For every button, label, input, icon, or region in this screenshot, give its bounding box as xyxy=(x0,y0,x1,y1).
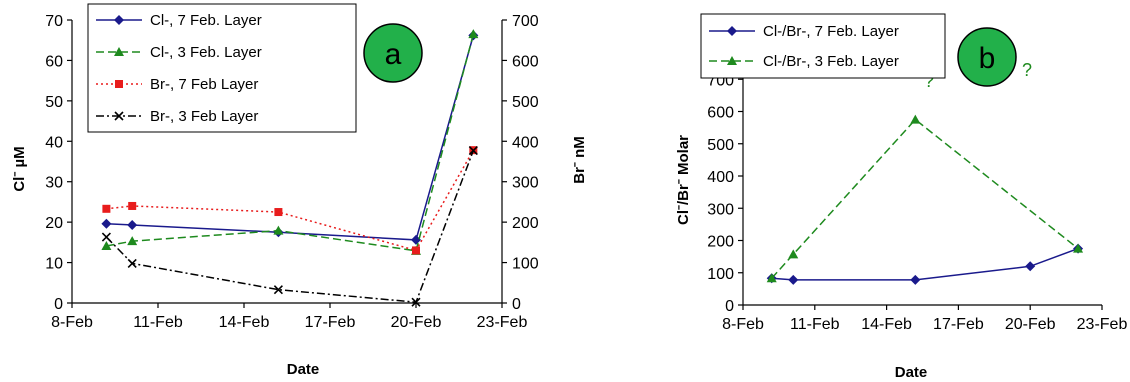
panel-b-legend: Cl-/Br-, 7 Feb. Layer Cl-/Br-, 3 Feb. Lay… xyxy=(700,13,946,79)
panel-a-legend-box xyxy=(87,3,357,133)
legend-entry-label: Cl-, 7 Feb. Layer xyxy=(150,12,262,29)
legend-entry-label: Cl-, 3 Feb. Layer xyxy=(150,44,262,61)
legend-entry-label: Br-, 3 Feb Layer xyxy=(150,108,258,125)
y-tick-label: 400 xyxy=(707,169,734,186)
y-tick-label: 30 xyxy=(45,175,63,192)
panel-a-badge-label: a xyxy=(385,38,402,71)
data-point-series-1 xyxy=(101,218,112,229)
y2-tick-label: 0 xyxy=(512,296,521,313)
y-tick-label: 500 xyxy=(707,137,734,154)
data-point-series-2 xyxy=(273,225,284,235)
series-line-2 xyxy=(771,118,1079,279)
legend-swatch-marker xyxy=(115,80,123,88)
legend-swatch-marker xyxy=(727,26,737,36)
data-point-series-1 xyxy=(910,274,921,285)
y2-tick-label: 400 xyxy=(512,134,539,151)
panel-b-annotation-question-2: ? xyxy=(1022,60,1032,80)
legend-swatch-marker xyxy=(114,47,124,56)
y-tick-label: 20 xyxy=(45,215,63,232)
data-point-series-4 xyxy=(101,232,111,242)
y-tick-label: 70 xyxy=(45,13,63,30)
y-tick-label: 0 xyxy=(725,298,734,315)
x-tick-label: 14-Feb xyxy=(219,314,270,331)
y-tick-label: 100 xyxy=(707,266,734,283)
x-tick-label: 14-Feb xyxy=(861,316,912,333)
panel-b-annotation-question-1: ? xyxy=(924,71,934,91)
x-tick-label: 11-Feb xyxy=(133,314,183,331)
y2-tick-label: 100 xyxy=(512,256,539,273)
data-point-series-1 xyxy=(1025,261,1036,272)
x-tick-label: 23-Feb xyxy=(477,314,528,331)
panel-a-marks xyxy=(101,29,479,307)
panel-a-ticks: 8-Feb 11-Feb 14-Feb 17-Feb 20-Feb 23-Feb01020… xyxy=(45,13,539,331)
panel-b-ticks: 8-Feb 11-Feb 14-Feb 17-Feb 20-Feb 23-Feb 0 100 2… xyxy=(707,40,1127,333)
legend-entry-label: Cl-/Br-, 7 Feb. Layer xyxy=(763,23,899,40)
panel-a-left-axis-title: Clˉ µM xyxy=(11,146,28,191)
data-point-series-2 xyxy=(766,273,777,283)
panel-b-legend-box xyxy=(700,13,946,79)
data-point-series-1 xyxy=(127,219,138,230)
data-point-series-1 xyxy=(411,234,421,245)
data-point-series-4 xyxy=(127,258,137,268)
x-tick-label: 17-Feb xyxy=(933,316,984,333)
y2-tick-label: 300 xyxy=(512,175,539,192)
data-point-series-3 xyxy=(102,204,111,213)
legend-entry-label: Cl-/Br-, 3 Feb. Layer xyxy=(763,53,899,70)
legend-entry-label: Br-, 7 Feb Layer xyxy=(150,76,258,93)
data-point-series-4 xyxy=(273,285,283,295)
panel-b-marks xyxy=(766,114,1084,285)
panel-b-badge-label: b xyxy=(979,42,996,75)
panel-b-x-axis-title: Date xyxy=(895,364,928,381)
y-tick-label: 0 xyxy=(54,296,63,313)
panel-a-badge: a xyxy=(363,23,423,83)
y-tick-label: 300 xyxy=(707,201,734,218)
data-point-series-2 xyxy=(910,114,921,124)
y2-tick-label: 700 xyxy=(512,13,539,30)
y-tick-label: 200 xyxy=(707,234,734,251)
panel-a-x-axis-title: Date xyxy=(287,361,320,378)
panel-a-badge-circle xyxy=(363,23,423,83)
data-point-series-2 xyxy=(127,236,138,246)
series-line-3 xyxy=(106,149,474,252)
y-tick-label: 60 xyxy=(45,53,63,70)
panel-b-badge: b xyxy=(957,27,1017,87)
y2-tick-label: 600 xyxy=(512,53,539,70)
data-point-series-2 xyxy=(788,249,799,259)
legend-swatch-marker xyxy=(727,56,737,65)
data-point-series-4 xyxy=(468,146,478,156)
y-tick-label: 40 xyxy=(45,134,63,151)
data-point-series-3 xyxy=(412,246,420,255)
x-tick-label: 17-Feb xyxy=(305,314,356,331)
data-point-series-3 xyxy=(128,201,137,210)
chart-panel-a: 8-Feb 11-Feb 14-Feb 17-Feb 20-Feb 23-Feb01020… xyxy=(11,3,588,378)
x-tick-label: 11-Feb xyxy=(790,316,840,333)
x-tick-label: 8-Feb xyxy=(722,316,764,333)
panel-b-y-axis-title: Clˉ/Brˉ Molar xyxy=(675,135,692,225)
y2-tick-label: 200 xyxy=(512,215,539,232)
y2-tick-label: 500 xyxy=(512,94,539,111)
y-tick-label: 50 xyxy=(45,94,63,111)
data-point-series-4 xyxy=(411,297,421,307)
data-point-series-2 xyxy=(101,240,112,250)
panel-a-legend: Cl-, 7 Feb. Layer Cl-, 3 Feb. Layer Br-, 7… xyxy=(87,3,357,133)
x-tick-label: 20-Feb xyxy=(1005,316,1056,333)
legend-swatch-marker xyxy=(114,111,124,121)
panel-b-badge-circle xyxy=(957,27,1017,87)
y-tick-label: 600 xyxy=(707,105,734,122)
x-tick-label: 23-Feb xyxy=(1077,316,1128,333)
data-point-series-2 xyxy=(1073,243,1084,253)
x-tick-label: 8-Feb xyxy=(51,314,93,331)
x-tick-label: 20-Feb xyxy=(391,314,442,331)
chart-panel-b: 8-Feb 11-Feb 14-Feb 17-Feb 20-Feb 23-Feb 0 100 2… xyxy=(675,13,1127,381)
y-tick-label: 10 xyxy=(45,256,63,273)
data-point-series-1 xyxy=(788,274,799,285)
data-point-series-3 xyxy=(274,208,283,217)
legend-swatch-marker xyxy=(114,15,124,25)
data-point-series-2 xyxy=(468,29,479,39)
panel-a-right-axis-title: Brˉ nM xyxy=(571,136,588,184)
